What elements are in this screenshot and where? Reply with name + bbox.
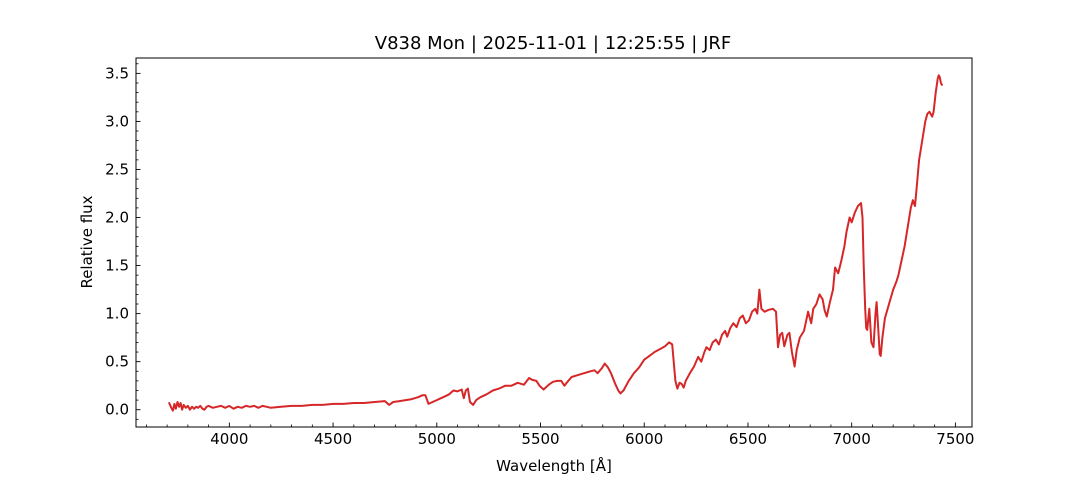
- y-tick-label: 3.0: [105, 112, 129, 130]
- x-axis-ticks: 4000 4500 5000 5500 6000 6500 7000 7500: [145, 422, 974, 448]
- y-tick-label: 1.0: [105, 305, 129, 323]
- x-tick-label: 6000: [625, 430, 663, 448]
- x-tick-label: 6500: [729, 430, 767, 448]
- y-axis-ticks: 0.0 0.5 1.0 1.5 2.0 2.5 3.0 3.5: [105, 63, 141, 420]
- y-tick-label: 2.5: [105, 160, 129, 178]
- x-tick-label: 5000: [418, 430, 456, 448]
- spectrum-line: [168, 74, 943, 412]
- y-tick-label: 3.5: [105, 64, 129, 82]
- x-tick-label: 4000: [210, 430, 248, 448]
- x-axis-title: Wavelength [Å]: [496, 456, 612, 475]
- chart-title: V838 Mon | 2025-11-01 | 12:25:55 | JRF: [375, 33, 731, 54]
- y-tick-label: 2.0: [105, 209, 129, 227]
- y-tick-label: 0.0: [105, 401, 129, 419]
- x-tick-label: 4500: [314, 430, 352, 448]
- x-tick-label: 7500: [936, 430, 974, 448]
- y-tick-label: 0.5: [105, 353, 129, 371]
- y-tick-label: 1.5: [105, 257, 129, 275]
- axes-frame: [135, 57, 973, 428]
- x-tick-label: 5500: [521, 430, 559, 448]
- x-tick-label: 7000: [833, 430, 871, 448]
- plot-area: 4000 4500 5000 5500 6000 6500 7000 7500 0.0 0.5 1…: [105, 57, 974, 448]
- series-layer: [168, 74, 943, 412]
- y-axis-title: Relative flux: [78, 195, 96, 288]
